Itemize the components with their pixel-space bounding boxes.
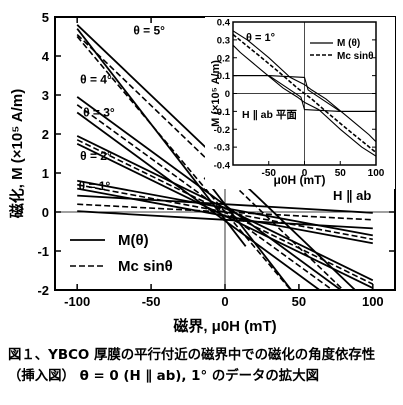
inset-y-tick-label: -0.2 (214, 125, 230, 136)
x-axis-title: 磁界, μ0H (mT) (173, 317, 276, 335)
inset-series-mc-sin-theta (233, 33, 376, 154)
inset-x-tick-label: 100 (368, 168, 385, 179)
y-axis-title: 磁化, M (×10⁵ A/m) (8, 89, 26, 218)
y-tick-label: -1 (37, 244, 49, 259)
series-line-m-theta (77, 194, 373, 214)
angle-label: θ = 1° (79, 179, 111, 193)
inset-theta-label: θ = 1° (246, 32, 275, 44)
y-tick-label: 3 (42, 88, 49, 103)
angle-label: θ = 2° (80, 149, 112, 163)
inset-y-tick-label: -0.3 (214, 143, 230, 154)
inset-x-tick-label: -50 (262, 168, 277, 179)
series-line-mc-sin-theta (77, 183, 373, 241)
angle-label: θ = 3° (83, 105, 115, 119)
y-tick-label: 0 (42, 205, 49, 220)
inset-series-m-theta (233, 44, 376, 157)
x-tick-label: -50 (142, 294, 161, 309)
inset-x-tick-label: 50 (335, 168, 347, 179)
inset-series-group (233, 30, 376, 157)
x-tick-label: 0 (221, 294, 228, 309)
inset-y-tick-label: 0.1 (217, 71, 231, 82)
series-line-mc-sin-theta (77, 203, 373, 221)
x-tick-label: 50 (292, 294, 306, 309)
x-tick-label: -100 (64, 294, 90, 309)
legend-label-mc-sin-theta: Mc sinθ (118, 258, 173, 275)
figure-caption-line-1: 図１、YBCO 厚膜の平行付近の磁界中での磁化の角度依存性 (8, 348, 376, 363)
inset-legend-label-m-theta: M (θ) (337, 38, 360, 49)
inset-chart: -0.4 -0.3 -0.2 -0.1 0 0.1 0.2 0.3 0.4 -50 0 50 100 θ … (205, 17, 395, 189)
inset-legend-label-mc-sin-theta: Mc sinθ (337, 51, 374, 62)
x-tick-label: 100 (362, 294, 384, 309)
figure-caption-line-2: （挿入図） θ = 0 (H ∥ ab), 1° のデータの拡大図 (8, 369, 319, 384)
main-series-group (76, 24, 374, 290)
magnetization-figure: -100 -50 0 50 100 -2 -1 0 1 2 3 4 5 θ = 5° θ = 4° θ = 3… (8, 10, 396, 335)
inset-y-tick-label: 0.2 (217, 53, 230, 64)
inset-x-axis-title: μ0H (mT) (273, 173, 325, 187)
h-parallel-ab-label: H ∥ ab (333, 188, 371, 203)
series-line-m-theta (76, 96, 343, 290)
y-tick-label: -2 (37, 283, 49, 298)
inset-x-tick-label: 0 (302, 168, 308, 179)
inset-y-tick-label: -0.1 (214, 107, 231, 118)
angle-label: θ = 5° (133, 24, 165, 38)
y-tick-label: 5 (42, 10, 49, 25)
legend-label-m-theta: M(θ) (118, 232, 149, 249)
inset-y-tick-label: 0 (225, 89, 230, 100)
angle-label: θ = 4° (80, 72, 112, 86)
inset-series-m-theta (233, 30, 376, 143)
inset-series-m-theta (233, 75, 376, 112)
main-chart: -100 -50 0 50 100 -2 -1 0 1 2 3 4 5 θ = 5° θ = 4° θ = 3… (8, 10, 396, 335)
inset-y-tick-label: 0.3 (217, 35, 230, 46)
inset-h-parallel-ab-plane-label: H ∥ ab 平面 (242, 109, 297, 121)
main-legend: M(θ) Mc sinθ (70, 232, 173, 275)
inset-y-axis-title: M (×10⁵ A/m) (210, 60, 222, 127)
series-line-m-theta (76, 111, 322, 290)
y-tick-label: 4 (42, 49, 50, 64)
inset-y-tick-label: 0.4 (217, 18, 231, 29)
series-line-m-theta (77, 210, 373, 230)
y-tick-label: 2 (42, 127, 49, 142)
y-tick-label: 1 (42, 166, 49, 181)
inset-y-tick-label: -0.4 (214, 161, 231, 172)
